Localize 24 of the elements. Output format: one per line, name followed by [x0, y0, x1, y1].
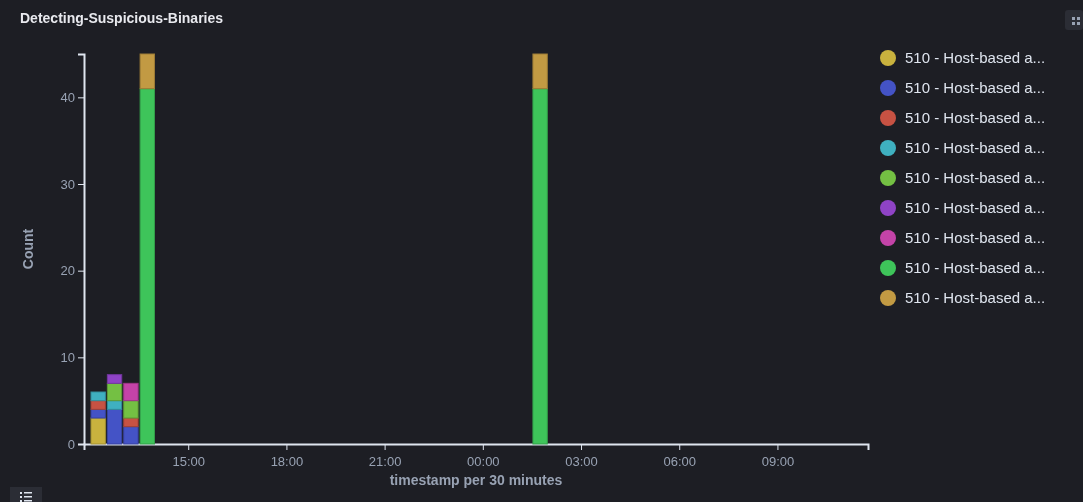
x-tick-label: 00:00: [467, 454, 500, 469]
legend-label: 510 - Host-based a...: [905, 79, 1046, 96]
y-tick-label: 0: [67, 436, 75, 452]
y-tick-label: 40: [60, 89, 75, 105]
x-tick-label: 09:00: [761, 454, 795, 469]
y-tick-label: 10: [60, 349, 75, 365]
legend-label: 510 - Host-based a...: [905, 259, 1046, 276]
y-tick-label: 30: [60, 176, 75, 192]
legend-label: 510 - Host-based a...: [905, 229, 1046, 246]
x-tick-label: 15:00: [172, 454, 205, 469]
x-tick-label: 21:00: [368, 454, 402, 469]
y-tick-label: 20: [60, 263, 75, 279]
legend-label: 510 - Host-based a...: [905, 199, 1046, 216]
chart-title: Detecting-Suspicious-Binaries: [20, 10, 224, 26]
legend-label: 510 - Host-based a...: [905, 169, 1046, 186]
legend-label: 510 - Host-based a...: [905, 109, 1046, 126]
x-tick-label: 18:00: [270, 454, 304, 469]
legend-label: 510 - Host-based a...: [905, 49, 1046, 66]
x-tick-label: 06:00: [663, 454, 696, 469]
x-axis-title: timestamp per 30 minutes: [389, 472, 563, 488]
y-axis-title: Count: [20, 228, 36, 270]
legend-label: 510 - Host-based a...: [905, 139, 1046, 156]
legend-label: 510 - Host-based a...: [905, 289, 1046, 306]
x-tick-label: 03:00: [565, 454, 598, 469]
